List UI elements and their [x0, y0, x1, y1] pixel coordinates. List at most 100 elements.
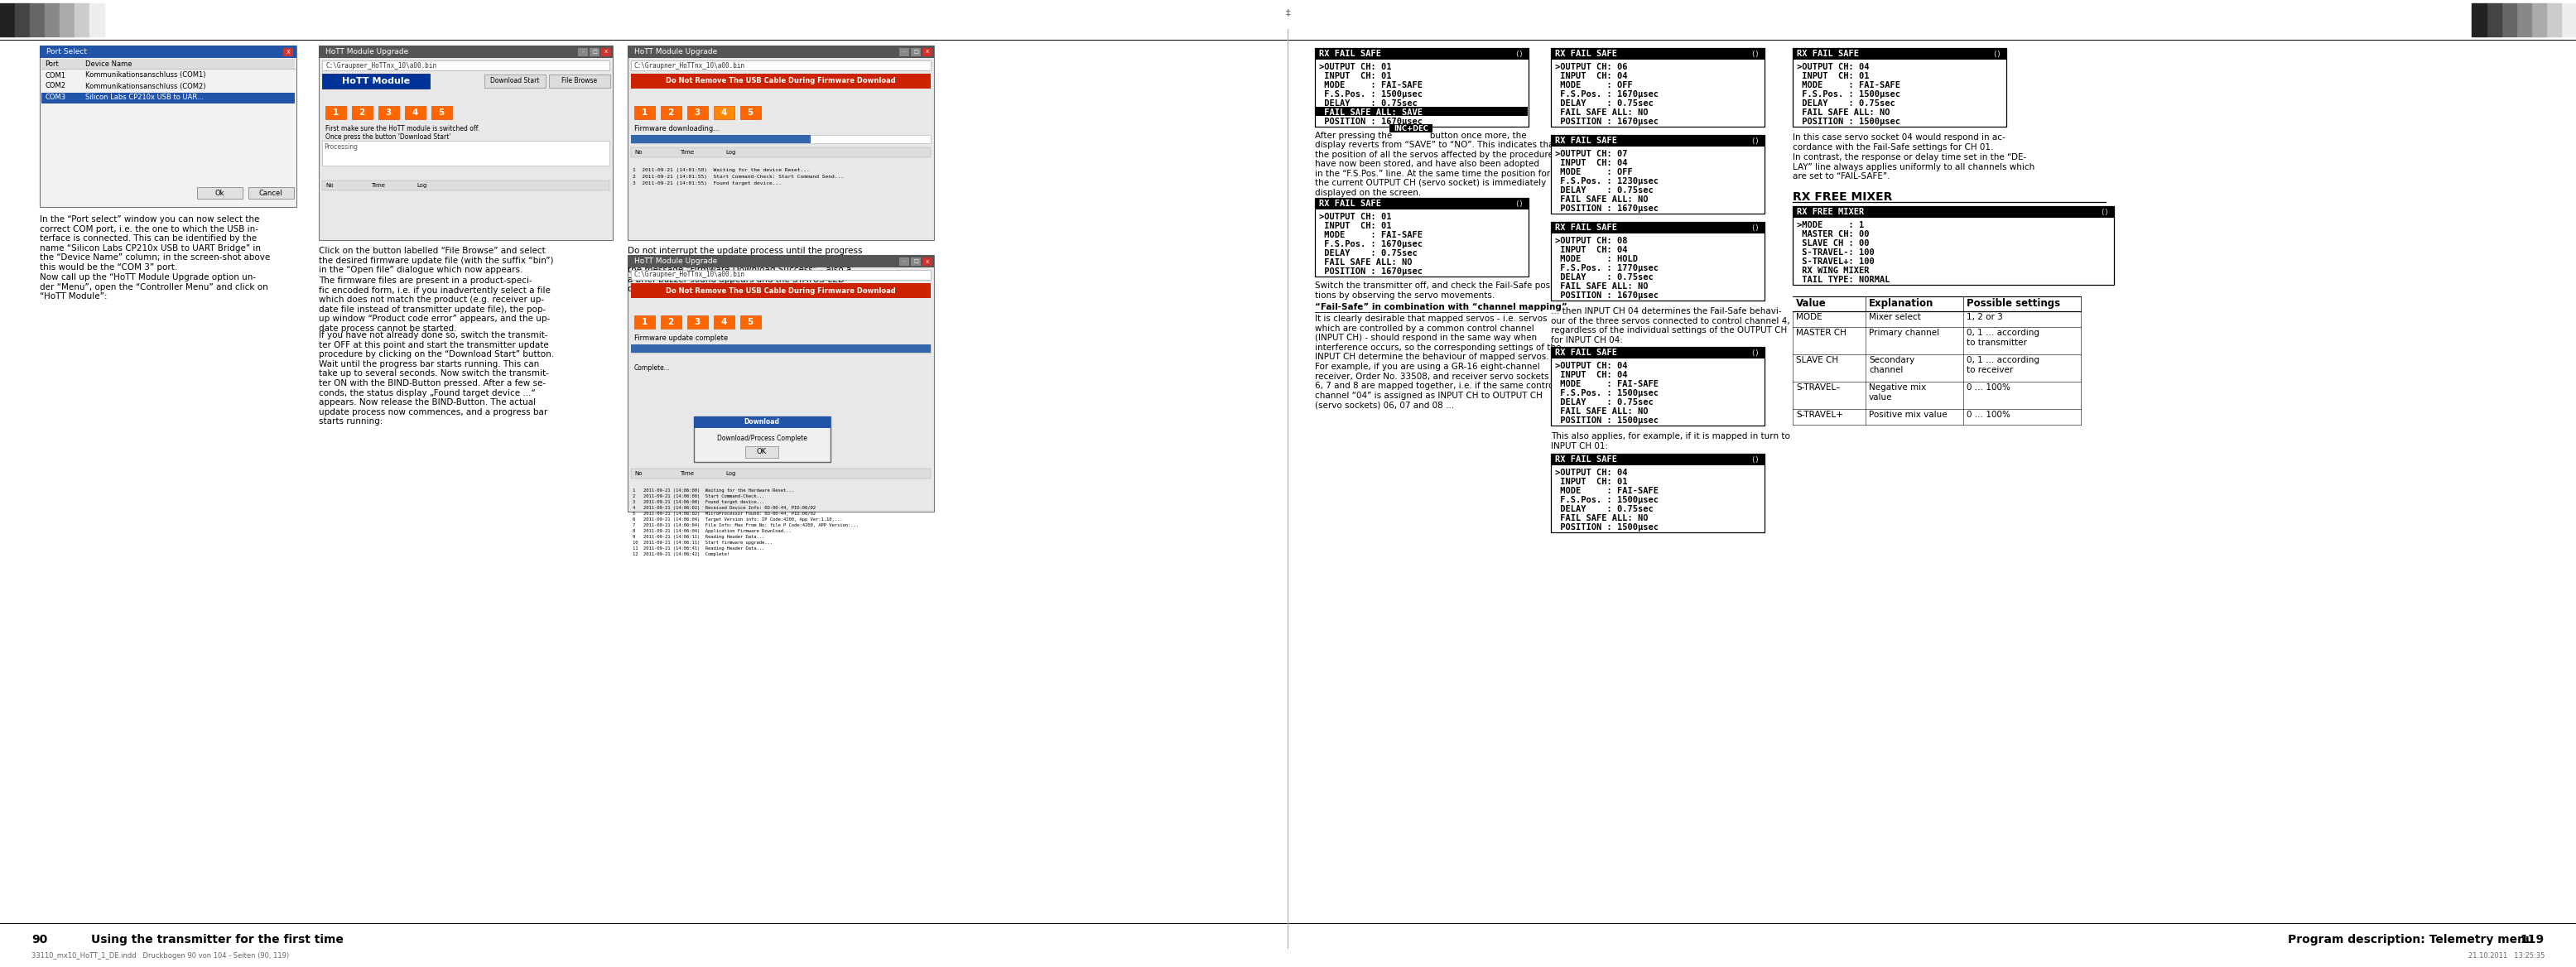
Text: RX WING MIXER: RX WING MIXER — [1798, 267, 1870, 275]
Bar — [688, 106, 708, 119]
Text: RX FAIL SAFE: RX FAIL SAFE — [1556, 348, 1618, 357]
Text: >OUTPUT CH: 08: >OUTPUT CH: 08 — [1556, 237, 1628, 245]
Text: Log: Log — [726, 471, 737, 476]
Bar — [319, 45, 613, 240]
Text: 1   2011-09-21 (14:06:00)  Waiting for the Hardware Reset...: 1 2011-09-21 (14:06:00) Waiting for the … — [634, 488, 793, 492]
Text: This also applies, for example, if it is mapped in turn to
INPUT CH 01:: This also applies, for example, if it is… — [1551, 432, 1790, 450]
Bar — [319, 45, 613, 58]
Text: RX FAIL SAFE: RX FAIL SAFE — [1556, 223, 1618, 232]
Text: 0, 1 … according
to receiver: 0, 1 … according to receiver — [1965, 356, 2040, 374]
Bar — [631, 60, 930, 71]
Text: ⟨⟩: ⟨⟩ — [1752, 137, 1759, 144]
Text: 0, 1 … according
to transmitter: 0, 1 … according to transmitter — [1965, 329, 2040, 346]
Text: ⟨⟩: ⟨⟩ — [2099, 208, 2110, 216]
Text: X: X — [925, 259, 930, 264]
Text: INC+DEC: INC+DEC — [1394, 125, 1427, 132]
Text: In contrast, the response or delay time set in the “DE-
LAY” line always applies: In contrast, the response or delay time … — [1793, 153, 2035, 181]
Text: 10  2011-09-21 (14:06:11)  Start firmware upgrade...: 10 2011-09-21 (14:06:11) Start firmware … — [634, 541, 773, 544]
Text: 33110_mx10_HoTT_1_DE.indd   Druckbogen 90 von 104 - Seiten (90, 119): 33110_mx10_HoTT_1_DE.indd Druckbogen 90 … — [31, 952, 289, 959]
Text: >OUTPUT CH: 07: >OUTPUT CH: 07 — [1556, 150, 1628, 159]
Text: MODE     : OFF: MODE : OFF — [1556, 168, 1633, 176]
Text: Program description: Telemetry menu: Program description: Telemetry menu — [2287, 934, 2535, 946]
Text: RX FREE MIXER: RX FREE MIXER — [1798, 208, 1865, 216]
Text: If you have not already done so, switch the transmit-
ter OFF at this point and : If you have not already done so, switch … — [319, 331, 554, 425]
Text: Firmware update complete: Firmware update complete — [634, 335, 729, 342]
Text: C:\Graupner_HoTTnx_10\a00.bin: C:\Graupner_HoTTnx_10\a00.bin — [325, 62, 435, 69]
Text: HoTT Module Upgrade: HoTT Module Upgrade — [634, 48, 716, 55]
Text: RX FAIL SAFE: RX FAIL SAFE — [1556, 455, 1618, 463]
Text: S-TRAVEL–: S-TRAVEL– — [1795, 383, 1839, 392]
Text: ⟨⟩: ⟨⟩ — [1752, 455, 1759, 463]
Text: 3  2011-09-21 (14:01:55)  Found target device...: 3 2011-09-21 (14:01:55) Found target dev… — [634, 182, 781, 186]
Bar — [484, 74, 546, 88]
Bar — [198, 187, 242, 198]
Text: 3: 3 — [693, 108, 701, 117]
Text: RX FREE MIXER: RX FREE MIXER — [1793, 191, 1893, 203]
Bar — [631, 73, 930, 89]
Bar — [1793, 48, 2007, 127]
Bar — [2545, 3, 2561, 37]
Text: 11  2011-09-21 (14:06:41)  Reading Header Data...: 11 2011-09-21 (14:06:41) Reading Header … — [634, 546, 765, 550]
Bar — [912, 257, 920, 266]
Text: 2   2011-09-21 (14:06:00)  Start Command-Check...: 2 2011-09-21 (14:06:00) Start Command-Ch… — [634, 494, 765, 498]
Bar — [2561, 3, 2576, 37]
Text: 2: 2 — [667, 108, 675, 117]
Text: 1: 1 — [332, 108, 337, 117]
Text: Complete...: Complete... — [634, 365, 670, 371]
Text: F.S.Pos. : 1230μsec: F.S.Pos. : 1230μsec — [1556, 177, 1659, 186]
Text: Download Start: Download Start — [489, 77, 538, 85]
Text: Firmware downloading...: Firmware downloading... — [634, 125, 719, 132]
Text: “Fail-Safe” in combination with “channel mapping”: “Fail-Safe” in combination with “channel… — [1314, 303, 1566, 311]
Bar — [2501, 3, 2517, 37]
Text: COM1: COM1 — [44, 72, 64, 79]
Text: Log: Log — [726, 150, 737, 155]
Bar — [577, 48, 587, 56]
Bar — [353, 106, 374, 119]
Text: DELAY    : 0.75sec: DELAY : 0.75sec — [1556, 187, 1654, 194]
Text: DELAY    : 0.75sec: DELAY : 0.75sec — [1556, 274, 1654, 281]
Text: 2  2011-09-21 (14:01:55)  Start Command-Check: Start Command Send...: 2 2011-09-21 (14:01:55) Start Command-Ch… — [634, 175, 845, 179]
Bar — [1314, 48, 1528, 127]
Text: >OUTPUT CH: 01: >OUTPUT CH: 01 — [1319, 213, 1391, 221]
Text: –: – — [582, 50, 585, 54]
Bar — [1551, 221, 1765, 233]
Text: FAIL SAFE ALL: SAVE: FAIL SAFE ALL: SAVE — [1319, 108, 1422, 117]
Bar — [600, 48, 611, 56]
Text: 4: 4 — [412, 108, 417, 117]
Text: RX FAIL SAFE: RX FAIL SAFE — [1556, 49, 1618, 58]
Bar — [1316, 106, 1528, 116]
Text: 7   2011-09-21 (14:06:04)  File Info: Max From No: file P Code:4200, APP Version: 7 2011-09-21 (14:06:04) File Info: Max F… — [634, 523, 858, 527]
Bar — [631, 469, 930, 479]
Text: Time: Time — [680, 150, 693, 155]
Bar — [2470, 3, 2486, 37]
Bar — [1793, 48, 2007, 60]
Text: –: – — [904, 50, 907, 54]
Bar — [922, 48, 933, 56]
Text: F.S.Pos. : 1670μsec: F.S.Pos. : 1670μsec — [1319, 240, 1422, 249]
Text: Do not interrupt the update process until the progress
bar has reached the right: Do not interrupt the update process unti… — [629, 247, 863, 293]
Bar — [899, 257, 909, 266]
Text: □: □ — [914, 259, 917, 264]
Text: >OUTPUT CH: 04: >OUTPUT CH: 04 — [1556, 469, 1628, 477]
Text: 2: 2 — [667, 318, 675, 326]
Bar — [629, 45, 935, 240]
Text: File Browse: File Browse — [562, 77, 598, 85]
Text: Silicon Labs CP210x USB to UAR...: Silicon Labs CP210x USB to UAR... — [85, 93, 204, 101]
Bar — [322, 73, 430, 89]
Text: Click on the button labelled “File Browse” and select
the desired firmware updat: Click on the button labelled “File Brows… — [319, 247, 554, 275]
Text: TAIL TYPE: NORMAL: TAIL TYPE: NORMAL — [1798, 276, 1891, 284]
Text: 90: 90 — [31, 934, 46, 946]
Text: OK: OK — [757, 449, 768, 455]
Text: Do Not Remove The USB Cable During Firmware Download: Do Not Remove The USB Cable During Firmw… — [665, 287, 896, 294]
Text: After pressing the              button once more, the: After pressing the button once more, the — [1314, 132, 1528, 140]
Text: INPUT  CH: 04: INPUT CH: 04 — [1556, 72, 1628, 80]
Text: MODE     : FAI-SAFE: MODE : FAI-SAFE — [1319, 231, 1422, 239]
Text: 5: 5 — [747, 318, 752, 326]
Text: The firmware files are present in a product-speci-
fic encoded form, i.e. if you: The firmware files are present in a prod… — [319, 277, 551, 333]
Text: Secondary
channel: Secondary channel — [1868, 356, 1914, 374]
Text: 3: 3 — [693, 318, 701, 326]
Text: >OUTPUT CH: 01: >OUTPUT CH: 01 — [1319, 63, 1391, 72]
Text: No: No — [325, 183, 332, 188]
Text: Processing: Processing — [325, 143, 358, 151]
Text: F.S.Pos. : 1770μsec: F.S.Pos. : 1770μsec — [1556, 264, 1659, 273]
